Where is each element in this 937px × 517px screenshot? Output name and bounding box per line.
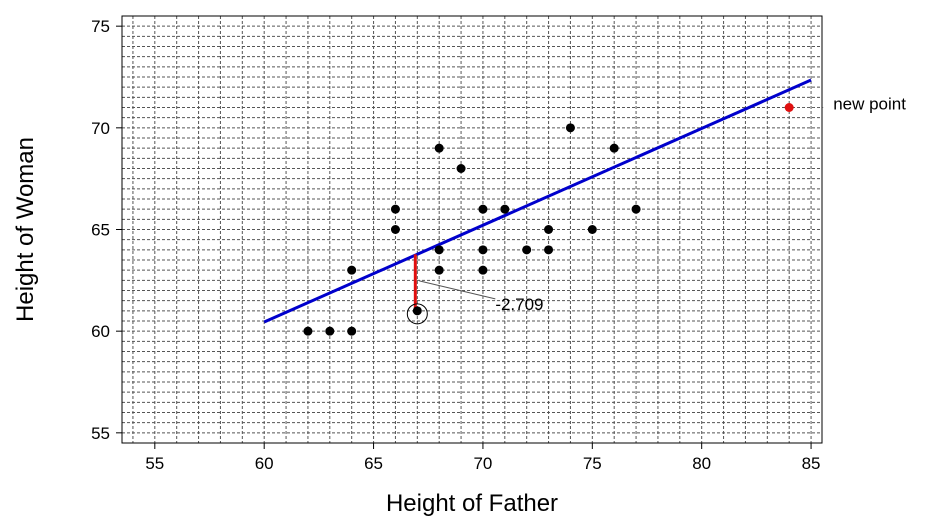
data-point	[478, 265, 488, 275]
data-point	[390, 204, 400, 214]
x-tick-label: 55	[145, 454, 164, 473]
grid	[122, 15, 822, 444]
data-point	[412, 306, 422, 316]
y-tick-label: 75	[91, 17, 110, 36]
x-tick-label: 60	[255, 454, 274, 473]
y-tick-label: 60	[91, 322, 110, 341]
data-point	[434, 143, 444, 153]
data-point	[347, 265, 357, 275]
x-tick-label: 85	[802, 454, 821, 473]
data-point	[325, 326, 335, 336]
data-points	[303, 123, 641, 336]
residual-leader-line	[419, 280, 496, 300]
y-tick-label: 70	[91, 119, 110, 138]
data-point	[456, 164, 466, 173]
y-tick-label: 65	[91, 221, 110, 240]
y-tick-label: 55	[91, 424, 110, 443]
x-tick-label: 80	[692, 454, 711, 473]
data-point	[303, 326, 313, 336]
regression-line	[263, 78, 812, 324]
data-point	[565, 123, 575, 133]
data-point	[500, 204, 510, 214]
y-axis-title: Height of Woman	[12, 137, 39, 322]
new-point-label: new point	[833, 95, 906, 114]
data-point	[478, 204, 488, 214]
x-tick-label: 75	[583, 454, 602, 473]
axes: 55 60 65 70 75 80 85 55 60 65 70 75	[91, 17, 820, 473]
highlight-ring	[406, 303, 428, 325]
data-point	[609, 143, 619, 153]
x-tick-label: 70	[473, 454, 492, 473]
data-point	[347, 326, 357, 336]
data-point	[434, 265, 444, 275]
data-point	[434, 245, 444, 255]
data-point	[587, 225, 597, 234]
new-point-marker	[784, 103, 794, 112]
data-point	[390, 225, 400, 234]
x-axis-title: Height of Father	[386, 490, 558, 517]
data-point	[631, 204, 641, 214]
data-point	[544, 225, 554, 234]
data-point	[522, 245, 532, 255]
data-point	[478, 245, 488, 255]
residual-label: -2.709	[495, 295, 543, 314]
x-tick-label: 65	[364, 454, 383, 473]
data-point	[544, 245, 554, 255]
